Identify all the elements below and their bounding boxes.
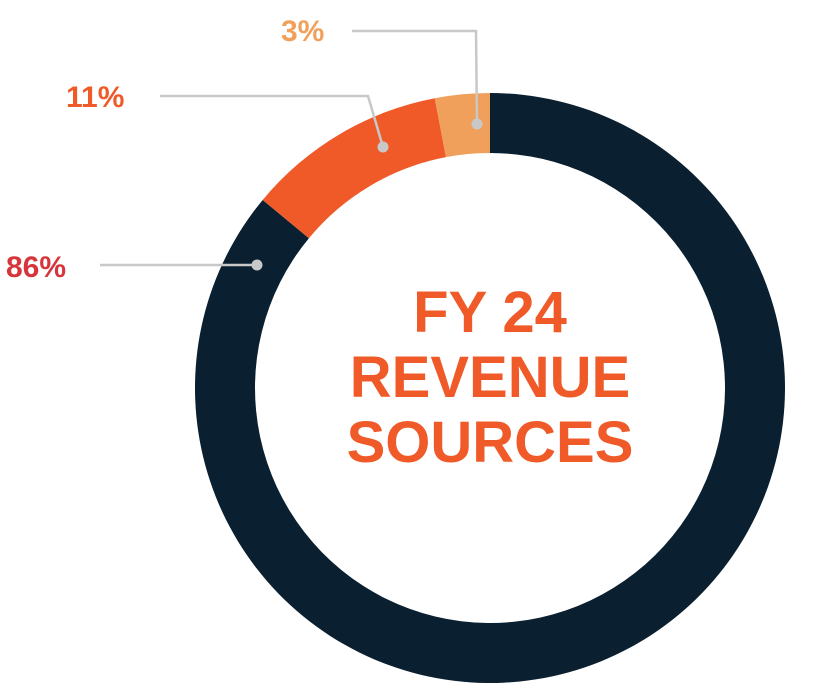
leader-dot-86: [251, 259, 263, 271]
center-title-line-2: REVENUE: [350, 345, 630, 410]
leader-line-3: [352, 29, 479, 125]
donut-slice-11: [262, 98, 446, 239]
slice-labels: 86% 11% 3%: [6, 15, 324, 284]
leader-line-11: [160, 94, 385, 148]
leader-dot-3: [471, 118, 483, 130]
center-title-line-1: FY 24: [413, 280, 567, 345]
slice-label-11: 11%: [66, 81, 124, 114]
leader-dot-11: [377, 141, 389, 153]
slice-label-3: 3%: [281, 15, 324, 48]
center-title: FY 24 REVENUE SOURCES: [347, 280, 634, 475]
slice-label-86: 86%: [6, 251, 66, 284]
leader-lines: [100, 29, 483, 271]
center-title-line-3: SOURCES: [347, 410, 634, 475]
